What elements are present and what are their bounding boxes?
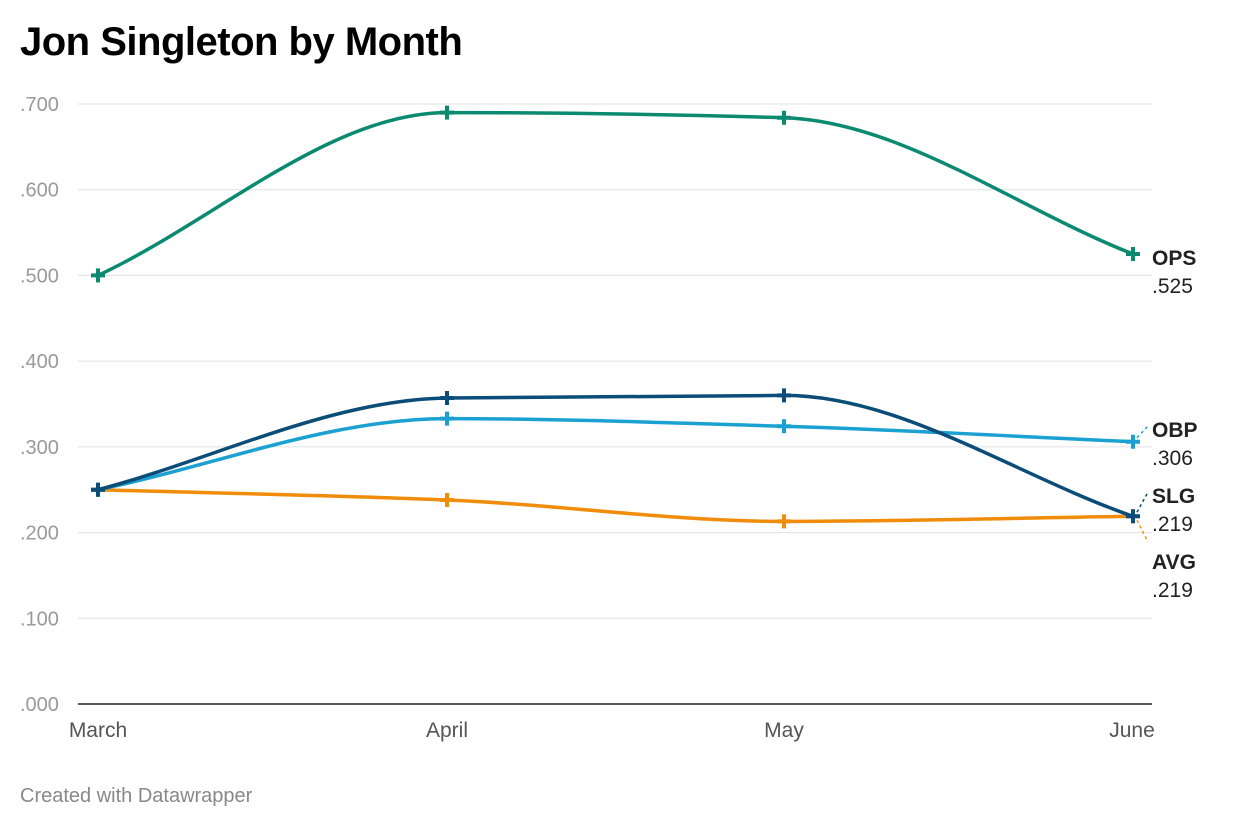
y-tick-label: .400 [20,351,59,373]
series-line-obp [96,416,1135,492]
series-line-slg [96,393,1135,519]
series-value-label: .306 [1152,447,1193,470]
data-point-avg [440,493,454,507]
end-label-ops: OPS .525 [1152,247,1196,298]
series-obp [91,411,1140,497]
x-tick-label: April [426,719,468,742]
series-value-label: .219 [1152,579,1193,602]
label-leader-slg [1136,491,1149,513]
data-point-obp [440,411,454,426]
label-leader-obp [1136,425,1149,439]
x-tick-label: March [69,719,127,742]
y-tick-label: .500 [20,265,59,287]
data-point-ops [91,268,105,283]
data-point-ops [440,105,454,120]
data-point-avg [777,514,791,529]
x-axis: March April May June [69,703,1155,742]
label-leader-avg [1136,519,1149,543]
series-value-label: .525 [1152,275,1193,298]
series-name-label: AVG [1152,551,1196,574]
data-point-slg [777,388,791,403]
chart-title: Jon Singleton by Month [20,20,463,64]
series-name-label: SLG [1152,485,1195,508]
data-point-obp [1126,434,1140,449]
y-tick-label: .600 [20,180,59,202]
series-avg [91,482,1140,529]
series-name-label: OPS [1152,247,1196,270]
end-label-slg: SLG .219 [1136,485,1195,536]
y-tick-label: .000 [20,694,59,716]
series-line-ops [96,110,1135,278]
x-tick-label: May [764,719,804,742]
end-label-obp: OBP .306 [1136,419,1198,470]
end-label-avg: AVG .219 [1136,519,1196,602]
data-point-slg [91,482,105,497]
y-tick-label: .100 [20,608,59,630]
credit-footer: Created with Datawrapper [20,785,253,807]
x-tick-label: June [1109,719,1155,742]
data-point-slg [440,391,454,405]
series-name-label: OBP [1152,419,1198,442]
series-value-label: .219 [1152,513,1193,536]
data-point-ops [1126,247,1140,261]
series-ops [91,105,1140,283]
grid-layer: .000 .100 .200 .300 .400 .500 .600 .700 [20,94,1152,716]
series-layer [91,105,1140,529]
y-tick-label: .200 [20,523,59,545]
series-line-avg [96,487,1135,524]
end-labels: OPS .525 OBP .306 SLG .219 AVG .219 [1136,247,1198,602]
data-point-ops [777,110,791,125]
y-tick-label: .700 [20,94,59,116]
data-point-obp [777,419,791,434]
data-point-slg [1126,509,1140,524]
series-slg [91,388,1140,524]
y-tick-label: .300 [20,437,59,459]
